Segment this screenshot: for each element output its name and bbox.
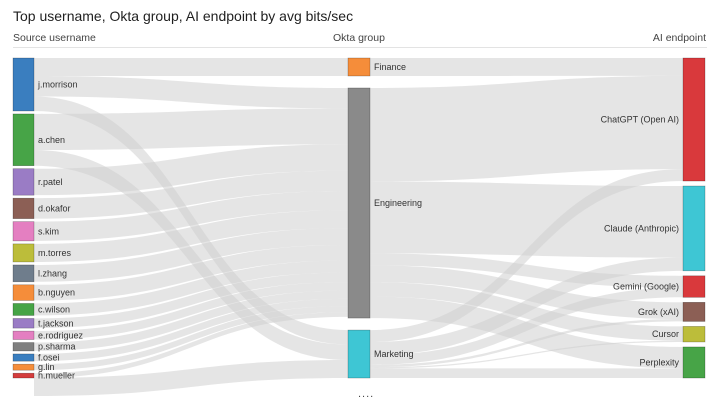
label-cursor: Cursor bbox=[652, 329, 679, 339]
label-d-okafor: d.okafor bbox=[38, 203, 71, 213]
nodes-layer bbox=[12, 57, 706, 379]
label-grok-xai: Grok (xAI) bbox=[638, 307, 679, 317]
label-gemini-google: Gemini (Google) bbox=[613, 282, 679, 292]
label-a-chen: a.chen bbox=[38, 135, 65, 145]
node-engineering[interactable] bbox=[347, 87, 371, 319]
label-t-jackson: t.jackson bbox=[38, 318, 74, 328]
link-t-jackson-to-engineering[interactable] bbox=[34, 272, 348, 329]
node-claude-anthropic[interactable] bbox=[682, 185, 706, 272]
more-indicator[interactable]: .... bbox=[358, 388, 375, 400]
label-b-nguyen: b.nguyen bbox=[38, 288, 75, 298]
node-s-kim[interactable] bbox=[12, 221, 35, 242]
label-r-patel: r.patel bbox=[38, 177, 63, 187]
node-p-sharma[interactable] bbox=[12, 342, 35, 352]
link-marketing-to-gemini-google[interactable] bbox=[370, 287, 683, 365]
column-header-okta-group: Okta group bbox=[333, 32, 385, 44]
link-marketing-to-cursor[interactable] bbox=[370, 340, 683, 369]
link-finance-to-chatgpt-open-ai[interactable] bbox=[370, 58, 683, 76]
link-e-rodriguez-to-engineering[interactable] bbox=[34, 282, 348, 340]
label-engineering: Engineering bbox=[374, 198, 422, 208]
links-group-to-endpoint bbox=[370, 58, 683, 378]
link-marketing-to-grok-xai[interactable] bbox=[370, 319, 683, 368]
label-e-rodriguez: e.rodriguez bbox=[38, 330, 84, 340]
link-marketing-to-perplexity[interactable] bbox=[370, 368, 683, 378]
column-header-source-username: Source username bbox=[13, 32, 96, 44]
link-marketing-to-claude-anthropic[interactable] bbox=[370, 257, 683, 356]
label-f-osei: f.osei bbox=[38, 353, 60, 363]
label-l-zhang: l.zhang bbox=[38, 268, 67, 278]
node-g-lin[interactable] bbox=[12, 363, 35, 371]
label-m-torres: m.torres bbox=[38, 248, 72, 258]
node-perplexity[interactable] bbox=[682, 346, 706, 379]
link-p-sharma-to-engineering[interactable] bbox=[34, 290, 348, 351]
node-r-patel[interactable] bbox=[12, 168, 35, 196]
node-t-jackson[interactable] bbox=[12, 318, 35, 329]
label-claude-anthropic: Claude (Anthropic) bbox=[604, 223, 679, 233]
links-user-to-group bbox=[34, 58, 348, 397]
label-c-wilson: c.wilson bbox=[38, 304, 70, 314]
link-f-osei-to-engineering[interactable] bbox=[34, 298, 348, 362]
node-j-morrison[interactable] bbox=[12, 57, 35, 112]
label-finance: Finance bbox=[374, 62, 406, 72]
label-p-sharma: p.sharma bbox=[38, 342, 76, 352]
label-chatgpt-open-ai: ChatGPT (Open AI) bbox=[601, 115, 679, 125]
link-j-morrison-to-finance[interactable] bbox=[34, 58, 348, 77]
link-m-torres-to-engineering[interactable] bbox=[34, 210, 348, 262]
label-j-morrison: j.morrison bbox=[37, 79, 78, 89]
label-g-lin: g.lin bbox=[38, 362, 55, 372]
link-h-mueller-to-marketing[interactable] bbox=[34, 360, 348, 397]
link-g-lin-to-engineering[interactable] bbox=[34, 306, 348, 371]
node-finance[interactable] bbox=[347, 57, 371, 77]
node-chatgpt-open-ai[interactable] bbox=[682, 57, 706, 182]
node-h-mueller[interactable] bbox=[12, 372, 35, 379]
label-perplexity: Perplexity bbox=[639, 357, 679, 367]
node-cursor[interactable] bbox=[682, 326, 706, 343]
node-f-osei[interactable] bbox=[12, 353, 35, 362]
link-j-morrison-to-engineering[interactable] bbox=[34, 76, 348, 109]
labels-layer: j.morrison a.chen r.patel d.okafor s.kim m.to… bbox=[37, 62, 680, 381]
column-header-ai-endpoint: AI endpoint bbox=[652, 32, 706, 44]
link-d-okafor-to-engineering[interactable] bbox=[34, 170, 348, 219]
link-s-kim-to-engineering[interactable] bbox=[34, 191, 348, 241]
node-marketing[interactable] bbox=[347, 329, 371, 379]
label-s-kim: s.kim bbox=[38, 226, 59, 236]
node-m-torres[interactable] bbox=[12, 243, 35, 263]
link-engineering-to-grok-xai[interactable] bbox=[370, 265, 683, 320]
link-a-chen-to-engineering[interactable] bbox=[34, 108, 348, 151]
link-l-zhang-to-engineering[interactable] bbox=[34, 228, 348, 282]
label-h-mueller: h.mueller bbox=[38, 371, 75, 381]
link-c-wilson-to-engineering[interactable] bbox=[34, 260, 348, 316]
node-c-wilson[interactable] bbox=[12, 303, 35, 316]
link-b-nguyen-to-engineering[interactable] bbox=[34, 244, 348, 301]
link-engineering-to-claude-anthropic[interactable] bbox=[370, 181, 683, 258]
node-d-okafor[interactable] bbox=[12, 197, 35, 219]
node-a-chen[interactable] bbox=[12, 113, 35, 167]
link-engineering-to-chatgpt-open-ai[interactable] bbox=[370, 75, 683, 182]
node-gemini-google[interactable] bbox=[682, 275, 706, 298]
chart-title: Top username, Okta group, AI endpoint by… bbox=[13, 8, 354, 24]
node-e-rodriguez[interactable] bbox=[12, 330, 35, 340]
link-r-patel-to-engineering[interactable] bbox=[34, 144, 348, 196]
link-marketing-to-chatgpt-open-ai[interactable] bbox=[370, 169, 683, 343]
label-marketing: Marketing bbox=[374, 349, 414, 359]
header-divider bbox=[13, 47, 707, 48]
node-grok-xai[interactable] bbox=[682, 302, 706, 322]
node-l-zhang[interactable] bbox=[12, 264, 35, 283]
node-b-nguyen[interactable] bbox=[12, 284, 35, 301]
links-layer bbox=[34, 58, 683, 397]
link-h-mueller-to-engineering[interactable] bbox=[34, 312, 348, 378]
